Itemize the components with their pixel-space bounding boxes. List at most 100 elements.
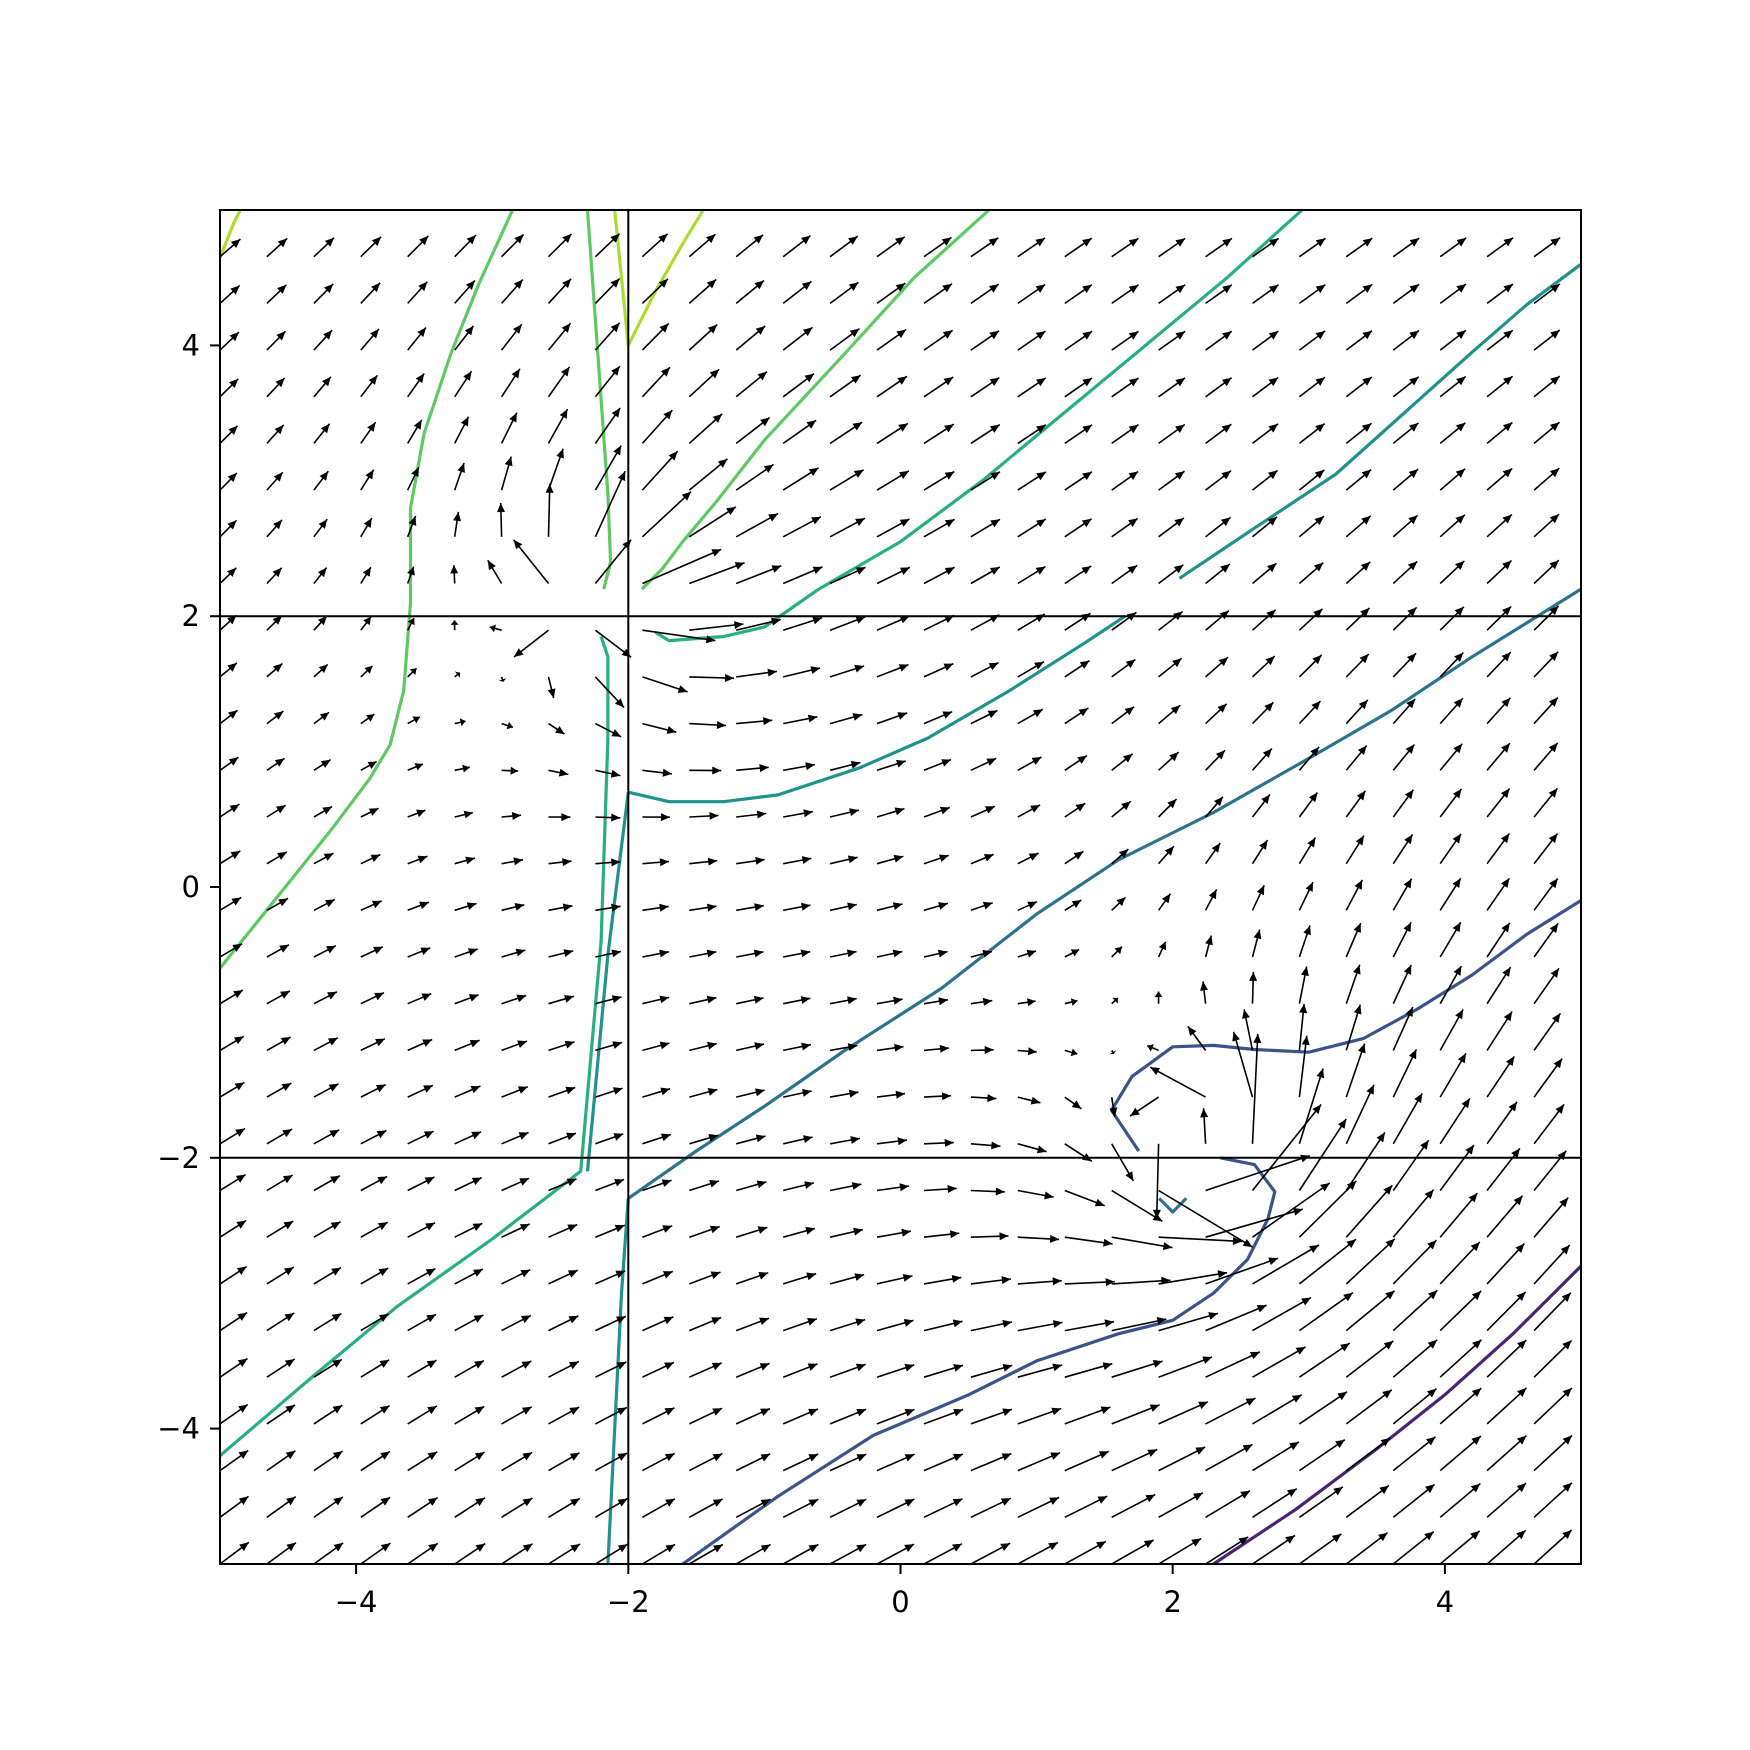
field-arrow-head	[418, 281, 428, 292]
field-arrow-head	[504, 456, 513, 467]
field-arrow	[548, 1497, 581, 1518]
field-arrow-shaft	[1252, 1346, 1306, 1378]
field-arrow-head	[1293, 1207, 1303, 1216]
field-arrow	[313, 329, 333, 351]
field-arrow-head	[1082, 424, 1092, 434]
field-arrow	[360, 236, 382, 258]
field-arrow-head	[943, 663, 954, 671]
field-arrow-head	[804, 1181, 814, 1189]
field-arrow-head	[1097, 1496, 1108, 1504]
field-arrow	[266, 710, 284, 725]
field-arrow	[642, 548, 722, 585]
field-arrow-head	[323, 330, 333, 340]
field-arrow-head	[1312, 1104, 1322, 1114]
field-arrow	[360, 946, 384, 958]
field-arrow	[1439, 606, 1465, 631]
field-arrow-head	[1380, 1437, 1391, 1447]
field-arrow	[923, 1408, 964, 1425]
field-arrow	[1486, 697, 1511, 725]
field-arrow	[313, 944, 337, 958]
field-arrow-head	[1549, 651, 1559, 662]
field-arrow	[1111, 753, 1134, 771]
field-arrow	[1298, 966, 1309, 1004]
field-arrow-head	[610, 233, 620, 243]
field-arrow	[1158, 284, 1186, 305]
field-arrow-head	[757, 371, 767, 381]
field-arrow	[829, 566, 866, 585]
field-arrow-head	[892, 902, 903, 910]
field-arrow	[595, 1406, 628, 1425]
field-arrow-head	[450, 620, 459, 625]
field-arrow	[970, 1046, 994, 1054]
field-arrow	[1439, 788, 1463, 818]
field-arrow-head	[1114, 946, 1122, 955]
field-arrow	[688, 1543, 724, 1564]
field-arrow-head	[1500, 878, 1510, 888]
field-arrow	[220, 1035, 245, 1052]
field-arrow-head	[1461, 1098, 1470, 1109]
field-arrow	[220, 1357, 248, 1378]
field-arrow-head	[1456, 237, 1467, 247]
field-arrow	[313, 852, 334, 865]
field-arrow	[970, 1232, 1009, 1241]
field-arrow	[1392, 878, 1413, 911]
field-arrow	[970, 376, 1000, 398]
field-arrow-head	[1118, 849, 1129, 858]
field-arrow-head	[754, 903, 764, 912]
field-arrow	[450, 565, 459, 584]
field-arrow	[1064, 802, 1086, 818]
field-arrow	[1158, 564, 1184, 585]
field-arrow	[1064, 565, 1092, 585]
field-arrow-head	[1501, 743, 1510, 753]
field-arrow	[1392, 834, 1414, 865]
field-arrow	[923, 470, 955, 491]
field-arrow-head	[515, 948, 526, 957]
field-arrow	[1252, 376, 1279, 398]
field-arrow	[1439, 921, 1462, 958]
field-arrow	[1064, 899, 1082, 911]
field-arrow-head	[1036, 519, 1046, 528]
field-arrow-head	[755, 1134, 766, 1143]
field-arrow	[642, 1316, 674, 1332]
field-arrow-shaft	[1298, 1342, 1351, 1378]
field-arrow-head	[1316, 1068, 1325, 1079]
field-arrow-head	[566, 1132, 576, 1141]
field-arrow-head	[1094, 1198, 1105, 1207]
field-arrow	[220, 1219, 247, 1238]
field-arrow	[360, 1404, 391, 1425]
field-arrow	[548, 1223, 578, 1238]
field-arrow-head	[284, 1313, 295, 1322]
field-arrow	[1017, 237, 1046, 258]
field-arrow	[923, 710, 953, 725]
field-arrow	[1345, 1484, 1390, 1518]
field-arrow-shaft	[1158, 1401, 1209, 1425]
field-arrow	[220, 519, 238, 538]
field-arrow	[360, 1129, 387, 1145]
field-arrow	[1533, 1244, 1571, 1285]
field-arrow	[220, 284, 241, 304]
field-arrow	[1486, 1195, 1524, 1238]
field-arrow-head	[569, 1361, 579, 1370]
field-arrow-head	[614, 698, 624, 708]
field-arrow-head	[1035, 331, 1046, 340]
field-arrow-head	[663, 1316, 674, 1325]
field-arrow	[1298, 608, 1324, 631]
field-arrow	[313, 1542, 344, 1564]
field-arrow-head	[1222, 238, 1232, 247]
x-tick-label: 0	[891, 1585, 909, 1619]
field-arrow	[1298, 1439, 1346, 1472]
field-arrow-head	[854, 1273, 865, 1281]
field-arrow-head	[1044, 1191, 1054, 1200]
field-arrow-shaft	[1439, 1241, 1481, 1285]
field-arrow	[1111, 517, 1139, 538]
field-arrow	[1486, 651, 1512, 678]
field-arrow-shaft	[1158, 1189, 1253, 1248]
field-arrow	[1064, 471, 1093, 491]
field-arrow-head	[1406, 699, 1416, 709]
field-arrow-head	[1383, 1340, 1394, 1350]
field-arrow-head	[506, 721, 513, 730]
field-arrow	[735, 1543, 771, 1564]
field-arrow-head	[942, 283, 952, 293]
field-arrow-head	[712, 413, 723, 423]
field-arrow-head	[562, 233, 572, 243]
